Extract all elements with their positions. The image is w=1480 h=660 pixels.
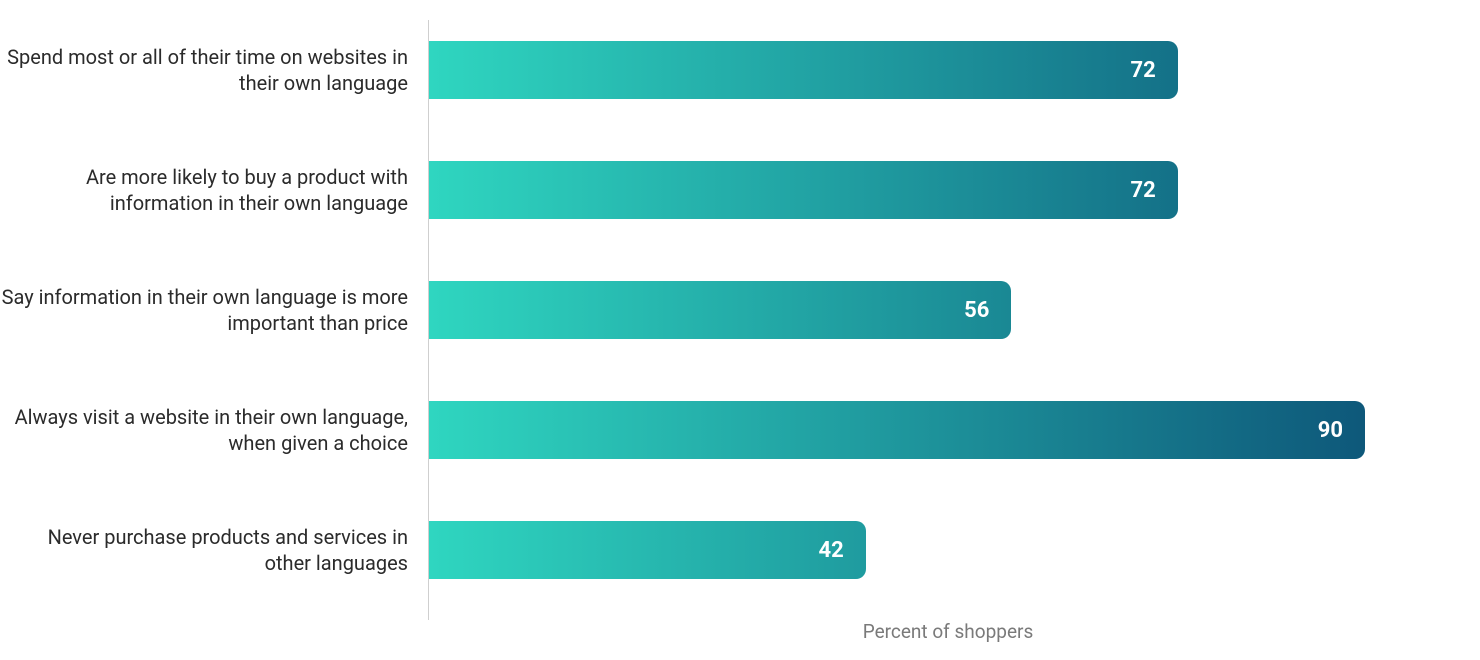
bar-value: 42 — [819, 538, 844, 563]
bar-value: 56 — [964, 298, 989, 323]
bar-track: 56 — [428, 260, 1468, 360]
bar: 72 — [429, 41, 1178, 99]
bar-label: Say information in their own language is… — [0, 284, 428, 336]
bar-value: 72 — [1131, 178, 1156, 203]
bar-label: Spend most or all of their time on websi… — [0, 44, 428, 96]
bar-row: Say information in their own language is… — [0, 260, 1480, 360]
bar: 42 — [429, 521, 866, 579]
bar-row: Always visit a website in their own lang… — [0, 380, 1480, 480]
bar: 72 — [429, 161, 1178, 219]
bar: 90 — [429, 401, 1365, 459]
bar-label: Never purchase products and services in … — [0, 524, 428, 576]
bar-row: Spend most or all of their time on websi… — [0, 20, 1480, 120]
bar-label: Are more likely to buy a product with in… — [0, 164, 428, 216]
horizontal-bar-chart: Spend most or all of their time on websi… — [0, 20, 1480, 660]
bar-track: 72 — [428, 140, 1468, 240]
bar-value: 72 — [1131, 58, 1156, 83]
bar: 56 — [429, 281, 1011, 339]
x-axis-label: Percent of shoppers — [428, 620, 1468, 654]
bar-value: 90 — [1318, 418, 1343, 443]
bar-row: Never purchase products and services in … — [0, 500, 1480, 600]
bar-label: Always visit a website in their own lang… — [0, 404, 428, 456]
bar-track: 90 — [428, 380, 1468, 480]
bar-track: 72 — [428, 20, 1468, 120]
bar-track: 42 — [428, 500, 1468, 600]
bar-row: Are more likely to buy a product with in… — [0, 140, 1480, 240]
